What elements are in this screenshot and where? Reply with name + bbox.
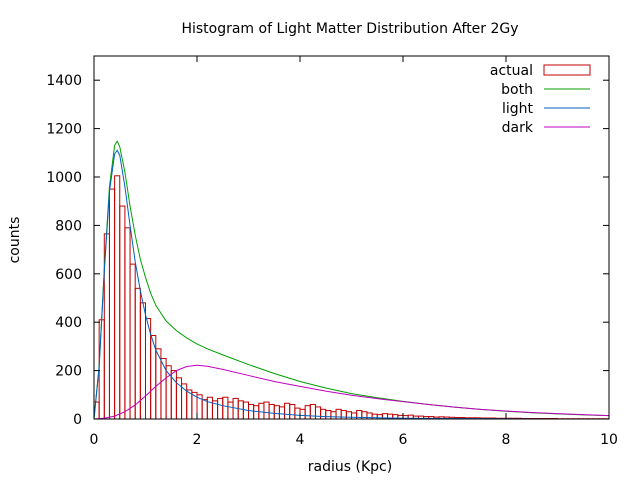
x-tick-label: 6 (399, 432, 408, 448)
histogram-bar (98, 319, 105, 419)
histogram-bar (289, 403, 296, 419)
histogram-bar (160, 358, 167, 419)
histogram-bar (320, 408, 327, 419)
y-tick-label: 600 (55, 267, 82, 283)
histogram-bar (119, 205, 126, 419)
histogram-bar (273, 405, 280, 419)
histogram-bar (325, 410, 332, 419)
x-tick-label: 8 (502, 432, 511, 448)
histogram-bar (304, 405, 311, 419)
histogram-bar (253, 405, 260, 419)
histogram-bar (294, 407, 301, 419)
histogram-bar (330, 411, 337, 419)
legend-swatch-actual (543, 64, 591, 76)
histogram-bar (299, 408, 306, 419)
curves (94, 140, 609, 419)
histogram-bar (284, 402, 291, 419)
x-tick-label: 0 (90, 432, 99, 448)
histogram-bar (134, 287, 141, 419)
histogram-bar (345, 411, 353, 419)
y-tick-label: 1400 (46, 73, 82, 89)
histogram-bar (217, 397, 224, 419)
chart-title: Histogram of Light Matter Distribution A… (181, 21, 518, 37)
plot-area: 0 200 400 600 800 1000 1200 1400 0 2 4 6 8 10 (46, 55, 618, 448)
y-tick-label: 400 (55, 315, 82, 331)
histogram-bar (139, 302, 147, 419)
histogram-bar (351, 412, 358, 419)
histogram-bar (248, 403, 255, 419)
histogram-bar (124, 227, 131, 419)
y-tick-label: 1200 (46, 122, 82, 138)
histogram-bar (222, 396, 229, 419)
y-axis-label: counts (7, 217, 23, 264)
y-tick-label: 1000 (46, 170, 82, 186)
legend: actual both light dark (490, 63, 591, 136)
legend-label: actual (490, 63, 533, 79)
y-tick-label: 800 (55, 218, 82, 234)
histogram-bar (309, 403, 316, 419)
legend-label: dark (502, 120, 534, 136)
series-line-light (94, 149, 609, 419)
histogram-bar (314, 406, 322, 419)
y-tick-label: 200 (55, 364, 82, 380)
legend-label: light (502, 101, 534, 117)
histogram-bar (145, 318, 152, 419)
histogram-bar (129, 263, 136, 419)
x-tick-label: 4 (296, 432, 305, 448)
x-axis-label: radius (Kpc) (308, 459, 392, 475)
histogram-bar (335, 408, 342, 419)
histogram-bar (340, 410, 347, 419)
histogram-bar (268, 403, 275, 419)
histogram-bar (175, 377, 183, 419)
histogram-bar (206, 396, 213, 419)
legend-label: both (501, 82, 533, 98)
histogram-bar (201, 399, 208, 419)
histogram-bar (278, 406, 286, 419)
histogram-bar (114, 175, 121, 419)
histogram-bar (258, 402, 265, 419)
histogram-bar (263, 401, 270, 419)
x-tick-label: 2 (193, 432, 202, 448)
y-tick-label: 0 (73, 412, 82, 428)
histogram-bar (227, 401, 234, 419)
histogram-bar (108, 188, 116, 419)
x-tick-label: 10 (600, 432, 618, 448)
histogram-bars (94, 175, 609, 419)
plot-frame (93, 55, 610, 420)
series-line-dark (94, 364, 609, 419)
